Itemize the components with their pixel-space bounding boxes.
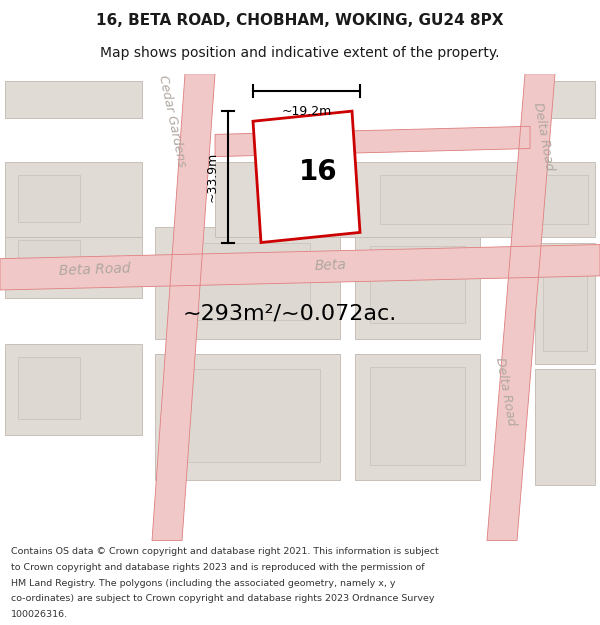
Polygon shape [5, 228, 142, 298]
Text: 100026316.: 100026316. [11, 610, 68, 619]
Text: co-ordinates) are subject to Crown copyright and database rights 2023 Ordnance S: co-ordinates) are subject to Crown copyr… [11, 594, 434, 603]
Text: Beta: Beta [314, 258, 346, 273]
Polygon shape [175, 369, 320, 462]
Polygon shape [5, 344, 142, 434]
Text: Map shows position and indicative extent of the property.: Map shows position and indicative extent… [100, 46, 500, 60]
Text: ~33.9m: ~33.9m [205, 152, 218, 202]
Polygon shape [535, 242, 595, 364]
Text: to Crown copyright and database rights 2023 and is reproduced with the permissio: to Crown copyright and database rights 2… [11, 563, 424, 572]
Polygon shape [487, 74, 555, 541]
Polygon shape [370, 367, 465, 465]
Text: Beta Road: Beta Road [59, 261, 131, 278]
Polygon shape [380, 175, 520, 224]
Polygon shape [18, 357, 80, 419]
Polygon shape [253, 111, 360, 242]
Polygon shape [215, 126, 530, 157]
Polygon shape [487, 74, 555, 541]
Polygon shape [152, 74, 215, 541]
Polygon shape [215, 162, 530, 238]
Polygon shape [155, 228, 340, 339]
Polygon shape [0, 244, 600, 290]
Polygon shape [535, 162, 595, 238]
Polygon shape [5, 162, 142, 238]
Polygon shape [215, 126, 530, 157]
Polygon shape [155, 354, 340, 480]
Polygon shape [0, 244, 600, 290]
Polygon shape [175, 242, 310, 321]
Polygon shape [18, 241, 80, 283]
Text: 16: 16 [299, 158, 337, 186]
Text: Cedar Gardens: Cedar Gardens [156, 74, 188, 168]
Polygon shape [540, 175, 588, 224]
Text: Contains OS data © Crown copyright and database right 2021. This information is : Contains OS data © Crown copyright and d… [11, 548, 439, 556]
Polygon shape [370, 246, 465, 323]
Polygon shape [18, 175, 80, 222]
Polygon shape [535, 369, 595, 485]
Text: ~19.2m: ~19.2m [281, 104, 332, 118]
Polygon shape [355, 354, 480, 480]
Polygon shape [5, 81, 142, 118]
Polygon shape [152, 74, 215, 541]
Polygon shape [355, 232, 480, 339]
Polygon shape [535, 81, 595, 118]
Text: ~293m²/~0.072ac.: ~293m²/~0.072ac. [183, 303, 397, 323]
Text: Delta Road: Delta Road [493, 356, 517, 426]
Text: 16, BETA ROAD, CHOBHAM, WOKING, GU24 8PX: 16, BETA ROAD, CHOBHAM, WOKING, GU24 8PX [96, 13, 504, 28]
Text: Delta Road: Delta Road [530, 101, 556, 172]
Text: HM Land Registry. The polygons (including the associated geometry, namely x, y: HM Land Registry. The polygons (includin… [11, 579, 395, 587]
Polygon shape [543, 254, 587, 351]
